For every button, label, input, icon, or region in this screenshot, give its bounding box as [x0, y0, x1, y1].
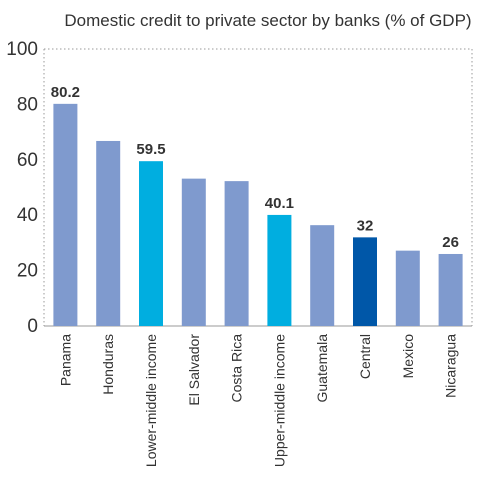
data-label: 59.5 — [136, 141, 165, 158]
y-tick-label: 80 — [17, 94, 38, 115]
bar — [139, 161, 163, 326]
bars — [53, 103, 463, 326]
y-tick-label: 100 — [6, 39, 38, 60]
x-tick-label: El Salvador — [186, 334, 202, 406]
x-tick-label: Guatemala — [314, 334, 330, 403]
bar — [438, 253, 463, 326]
y-tick-label: 40 — [17, 205, 38, 226]
data-label: 80.2 — [51, 84, 80, 101]
y-tick-label: 0 — [27, 316, 38, 337]
bar — [181, 178, 206, 326]
x-tick-label: Costa Rica — [229, 334, 245, 403]
chart-title: Domestic credit to private sector by ban… — [64, 11, 471, 30]
x-tick-label: Honduras — [100, 334, 116, 395]
x-axis: Panama Honduras Lower-middle income El Salv… — [57, 334, 458, 467]
x-tick-label: Panama — [57, 334, 73, 386]
y-axis: 0 20 40 60 80 100 — [6, 39, 38, 337]
data-label: 40.1 — [265, 195, 294, 212]
bar — [224, 181, 249, 326]
data-label: 26 — [442, 234, 459, 251]
data-label: 32 — [357, 217, 374, 234]
bar — [310, 225, 335, 326]
x-tick-label: Nicaragua — [443, 334, 459, 398]
bar — [267, 214, 292, 326]
data-labels: 80.2 59.5 40.1 32 26 — [51, 84, 459, 251]
bar — [96, 140, 121, 326]
x-tick-label: Central — [357, 334, 373, 379]
bar — [353, 237, 377, 326]
bar — [53, 103, 78, 326]
y-tick-label: 60 — [17, 150, 38, 171]
x-tick-label: Lower-middle income — [143, 334, 159, 467]
x-tick-label: Upper-middle income — [271, 334, 287, 467]
y-tick-label: 20 — [17, 261, 38, 282]
bar — [395, 250, 420, 326]
x-tick-label: Mexico — [400, 334, 416, 379]
